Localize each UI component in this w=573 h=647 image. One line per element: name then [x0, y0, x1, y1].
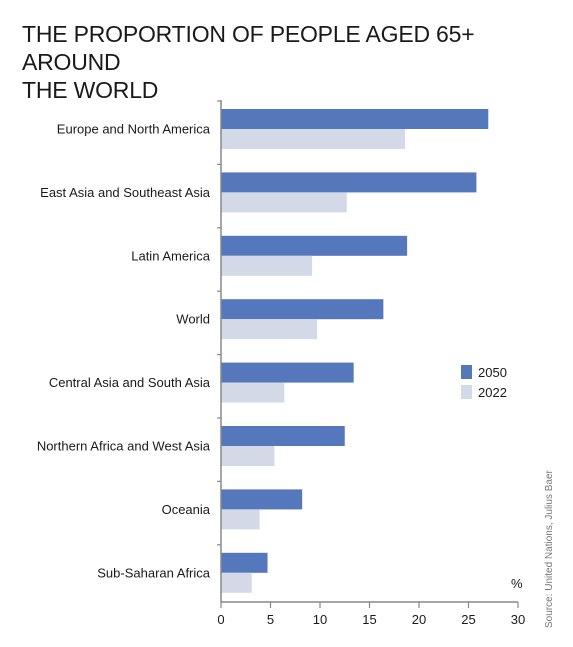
legend-label-2050: 2050 — [478, 365, 507, 380]
bar-2050-4 — [221, 362, 354, 383]
bar-2022-2 — [221, 255, 313, 276]
bar-2022-4 — [221, 382, 285, 403]
x-tick-label: 5 — [267, 612, 274, 627]
category-label: East Asia and Southeast Asia — [40, 185, 211, 200]
bar-2050-7 — [221, 552, 268, 573]
bar-2022-7 — [221, 572, 252, 593]
x-tick-label: 15 — [362, 612, 376, 627]
bar-2022-6 — [221, 509, 260, 530]
chart-title: THE PROPORTION OF PEOPLE AGED 65+ AROUND… — [22, 20, 542, 104]
bar-2050-2 — [221, 235, 408, 256]
category-label: Oceania — [162, 502, 211, 517]
bar-2022-1 — [221, 192, 347, 213]
x-tick-label: 0 — [217, 612, 224, 627]
chart-title-line-1: THE PROPORTION OF PEOPLE AGED 65+ AROUND — [22, 21, 475, 75]
bar-2050-3 — [221, 299, 384, 320]
x-axis-ticks: 0 5 10 15 20 25 30 — [217, 602, 525, 627]
y-axis-ticks — [217, 100, 221, 546]
bar-2050-6 — [221, 489, 303, 510]
chart-title-line-2: THE WORLD — [22, 77, 159, 103]
x-tick-label: 20 — [412, 612, 426, 627]
category-label: Latin America — [131, 248, 211, 263]
category-label: Northern Africa and West Asia — [37, 439, 211, 454]
source-note: Source: United Nations, Julius Baer — [544, 469, 555, 628]
category-label: Central Asia and South Asia — [49, 375, 211, 390]
bar-2022-3 — [221, 319, 318, 340]
legend: 2050 2022 — [461, 365, 507, 400]
bar-2022-0 — [221, 129, 406, 149]
x-axis-unit-label: % — [511, 576, 523, 591]
bar-2050-0 — [221, 109, 489, 129]
legend-label-2022: 2022 — [478, 385, 507, 400]
x-tick-label: 10 — [313, 612, 327, 627]
x-tick-label: 25 — [461, 612, 475, 627]
x-tick-label: 30 — [511, 612, 525, 627]
bar-2022-5 — [221, 446, 275, 466]
legend-swatch-2050 — [461, 365, 472, 379]
bars — [221, 109, 489, 593]
category-label: Sub-Saharan Africa — [97, 565, 211, 580]
bar-2050-1 — [221, 172, 477, 193]
category-label: Europe and North America — [57, 122, 211, 137]
bar-2050-5 — [221, 426, 345, 446]
category-labels: Europe and North America East Asia and So… — [37, 122, 211, 581]
legend-swatch-2022 — [461, 385, 472, 399]
category-label: World — [176, 312, 210, 327]
